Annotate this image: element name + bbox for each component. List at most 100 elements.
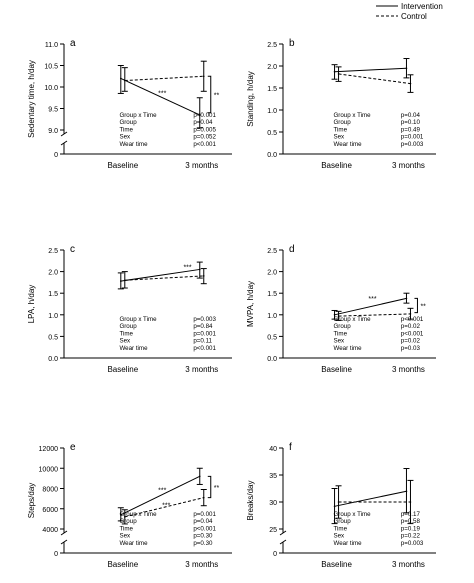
series-line-intervention bbox=[334, 67, 407, 73]
significance-label: *** bbox=[162, 503, 170, 510]
stat-value: p=0.10 bbox=[401, 119, 421, 126]
series-line-intervention bbox=[120, 77, 200, 116]
stat-value: p<0.001 bbox=[193, 141, 216, 148]
stat-label: Time bbox=[119, 330, 133, 337]
panel-e: 0 4000 6000 8000 10000 12000 Steps/day e Baselin… bbox=[27, 442, 232, 569]
stat-label: Time bbox=[333, 525, 347, 532]
y-tick-label: 8000 bbox=[42, 487, 58, 494]
stat-value: p=0.003 bbox=[401, 141, 424, 148]
x-category-label: Baseline bbox=[321, 161, 352, 170]
y-tick-label: 25 bbox=[269, 527, 277, 534]
y-tick-label: 1.0 bbox=[267, 108, 277, 115]
panel-letter: e bbox=[70, 442, 76, 453]
legend-intervention-label: Intervention bbox=[401, 2, 443, 11]
y-tick-label: 0 bbox=[54, 152, 58, 159]
y-tick-label: 10000 bbox=[39, 466, 59, 473]
stat-value: p=0.02 bbox=[401, 323, 421, 330]
series-line-control bbox=[338, 313, 411, 317]
panel-f: 0 25 30 35 40 Breaks/day f Baseline 3 months Grou… bbox=[246, 442, 436, 569]
stat-value: p=0.30 bbox=[193, 533, 213, 540]
y-tick-label: 1.5 bbox=[48, 291, 58, 298]
axis-break-mark bbox=[60, 131, 68, 137]
stat-value: p<0.001 bbox=[401, 316, 424, 323]
y-tick-label: 2.0 bbox=[267, 64, 277, 71]
y-tick-label: 0.0 bbox=[267, 152, 277, 159]
stat-label: Sex bbox=[119, 134, 131, 141]
y-axis-label: Sedentary time, h/day bbox=[27, 60, 36, 138]
data-point bbox=[124, 516, 126, 518]
stat-label: Wear time bbox=[333, 345, 362, 352]
panel-letter: c bbox=[70, 244, 75, 255]
x-category-label: 3 months bbox=[392, 161, 425, 170]
stat-value: p=0.003 bbox=[401, 540, 424, 547]
y-tick-label: 0.5 bbox=[48, 334, 58, 341]
y-tick-label: 6000 bbox=[42, 507, 58, 514]
data-point bbox=[120, 280, 122, 282]
stat-value: p=0.001 bbox=[401, 134, 424, 141]
stat-label: Time bbox=[119, 525, 133, 532]
stat-label: Sex bbox=[333, 533, 345, 540]
stat-value: p=0.84 bbox=[193, 323, 213, 330]
stat-value: p=0.04 bbox=[193, 119, 213, 126]
y-tick-label: 9.5 bbox=[48, 107, 58, 114]
data-point bbox=[198, 475, 201, 478]
stat-label: Time bbox=[333, 330, 347, 337]
series-line-control bbox=[124, 75, 204, 82]
bracket-label: ** bbox=[420, 304, 426, 311]
y-axis-label: Steps/day bbox=[27, 483, 36, 519]
data-point bbox=[409, 501, 412, 503]
significance-bracket bbox=[207, 75, 212, 114]
significance-label: *** bbox=[158, 91, 166, 98]
stat-label: Group bbox=[119, 323, 137, 330]
bracket-label: ** bbox=[214, 485, 220, 492]
stat-value: p=0.04 bbox=[401, 112, 421, 119]
panel-d: 0.0 0.5 1.0 1.5 2.0 2.5 MVPA, h/day d Baseline 3 … bbox=[246, 244, 436, 374]
series-line-control bbox=[124, 275, 204, 281]
legend-control-label: Control bbox=[401, 12, 427, 21]
data-point bbox=[409, 82, 412, 85]
x-category-label: 3 months bbox=[392, 365, 425, 374]
x-category-label: Baseline bbox=[321, 365, 352, 374]
stat-value: p=0.005 bbox=[193, 126, 216, 133]
y-tick-label: 11.0 bbox=[45, 42, 58, 49]
panel-c: 0.0 0.5 1.0 1.5 2.0 2.5 LPA, h/day c Baseline 3 m… bbox=[27, 244, 232, 374]
data-point bbox=[405, 297, 408, 300]
stat-value: p=0.02 bbox=[401, 338, 421, 345]
significance-bracket bbox=[207, 475, 212, 499]
data-point bbox=[124, 79, 126, 82]
x-category-label: Baseline bbox=[107, 560, 138, 569]
y-tick-label: 2.5 bbox=[267, 248, 277, 255]
panels: 0 9.0 9.5 10.0 10.5 11.0 Sedentary time, h/day… bbox=[27, 38, 436, 569]
series-line-intervention bbox=[334, 297, 407, 316]
x-category-label: 3 months bbox=[392, 560, 425, 569]
stat-value: p=0.19 bbox=[401, 525, 421, 532]
y-tick-label: 9.0 bbox=[48, 128, 58, 135]
stat-label: Time bbox=[333, 126, 347, 133]
stat-label: Group x Time bbox=[119, 112, 157, 119]
data-point bbox=[120, 77, 122, 80]
axis-break-mark bbox=[60, 530, 68, 536]
data-point bbox=[202, 496, 205, 499]
x-category-label: Baseline bbox=[321, 560, 352, 569]
panel-letter: d bbox=[289, 244, 295, 255]
data-point bbox=[198, 268, 201, 271]
stat-value: p=0.17 bbox=[401, 511, 421, 518]
y-tick-label: 10.0 bbox=[44, 85, 58, 92]
data-point bbox=[120, 514, 122, 516]
stat-value: p=0.003 bbox=[193, 316, 216, 323]
y-tick-label: 0.0 bbox=[267, 356, 277, 363]
stat-label: Group x Time bbox=[333, 511, 371, 518]
stat-value: p=0.11 bbox=[193, 338, 212, 345]
panel-letter: f bbox=[289, 442, 292, 453]
series-line-control bbox=[124, 497, 204, 518]
data-point bbox=[409, 313, 412, 315]
x-category-label: Baseline bbox=[107, 161, 138, 170]
stat-value: p<0.001 bbox=[193, 112, 216, 119]
data-point bbox=[405, 67, 408, 69]
stat-label: Sex bbox=[333, 134, 345, 141]
panel-letter: b bbox=[289, 38, 295, 49]
stat-label: Wear time bbox=[119, 141, 148, 148]
axis-break-mark bbox=[279, 530, 287, 536]
significance-label: *** bbox=[368, 296, 376, 303]
